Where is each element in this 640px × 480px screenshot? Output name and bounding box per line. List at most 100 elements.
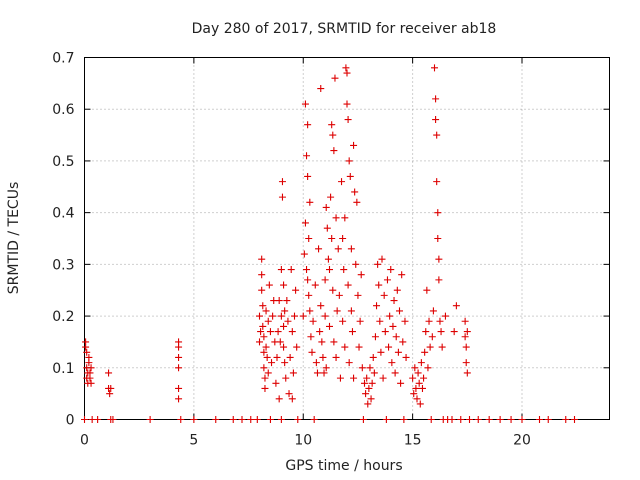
data-point	[312, 359, 320, 367]
data-point	[346, 172, 354, 180]
data-point	[258, 271, 266, 279]
data-point	[87, 364, 95, 372]
data-point	[387, 266, 395, 274]
chart-title: Day 280 of 2017, SRMTID for receiver ab1…	[192, 21, 497, 37]
y-tick-label: 0	[66, 413, 75, 429]
data-point	[260, 348, 268, 356]
data-point	[278, 178, 286, 186]
data-point	[317, 85, 325, 93]
data-point	[357, 271, 365, 279]
data-point	[378, 255, 386, 263]
data-point	[324, 255, 332, 263]
data-point	[256, 338, 263, 346]
data-point	[146, 416, 154, 423]
data-point	[461, 317, 469, 325]
data-point	[332, 214, 340, 222]
data-point	[434, 235, 442, 242]
data-point	[425, 317, 433, 325]
data-point	[281, 307, 289, 315]
data-point	[394, 348, 402, 356]
data-point	[266, 328, 274, 336]
data-point	[351, 188, 359, 196]
data-point	[286, 353, 294, 361]
data-point	[344, 281, 352, 289]
data-point	[87, 379, 95, 387]
y-tick-label: 0.7	[52, 51, 74, 67]
y-tick-labels: 0 0.1 0.2 0.3 0.4 0.5 0.6 0.7	[52, 51, 74, 429]
data-point	[373, 302, 381, 310]
data-point	[388, 359, 396, 367]
data-point	[401, 317, 409, 325]
y-tick-label: 0.1	[52, 361, 74, 377]
data-point	[301, 219, 309, 227]
data-point	[344, 116, 352, 124]
data-point	[380, 291, 388, 299]
data-point	[410, 390, 418, 398]
data-point	[364, 400, 372, 408]
data-point	[229, 416, 237, 423]
data-point	[432, 116, 440, 124]
data-point	[391, 369, 399, 377]
x-tick-label: 0	[80, 433, 89, 449]
data-point	[366, 364, 374, 372]
data-point	[345, 359, 353, 367]
data-point	[437, 328, 445, 336]
data-point	[426, 343, 434, 351]
x-tick-label: 15	[404, 433, 422, 449]
data-point	[347, 307, 355, 315]
data-point	[256, 312, 263, 320]
data-point	[83, 348, 91, 356]
data-point	[320, 369, 328, 377]
data-point	[462, 343, 470, 351]
data-point	[308, 348, 316, 356]
data-point	[350, 141, 358, 149]
data-point	[274, 328, 282, 336]
data-point	[330, 338, 338, 346]
data-point	[462, 359, 470, 367]
data-point	[316, 328, 324, 336]
data-point	[353, 198, 361, 206]
data-point	[281, 359, 289, 367]
data-point	[258, 255, 266, 263]
data-point	[339, 235, 347, 242]
data-point	[285, 390, 293, 398]
data-point	[283, 297, 291, 305]
y-tick-label: 0.4	[52, 206, 74, 222]
data-point	[448, 416, 456, 423]
data-point	[321, 276, 329, 284]
data-point	[277, 266, 285, 274]
data-point	[277, 312, 285, 320]
data-point	[280, 322, 288, 330]
data-point	[309, 317, 317, 325]
data-point	[300, 250, 308, 258]
data-point	[106, 390, 114, 398]
data-point	[304, 121, 312, 129]
data-point	[109, 416, 117, 423]
y-tick-label: 0.2	[52, 309, 74, 325]
data-point	[441, 312, 449, 320]
data-point	[422, 328, 430, 336]
data-point	[288, 395, 296, 403]
data-point	[409, 374, 417, 382]
data-point	[260, 364, 268, 372]
data-point	[343, 100, 351, 108]
data-point	[335, 291, 343, 299]
data-point	[434, 209, 442, 217]
data-point	[485, 416, 493, 423]
data-point	[305, 291, 313, 299]
data-point	[354, 291, 362, 299]
data-point	[438, 343, 446, 351]
data-point	[311, 281, 319, 289]
data-point	[262, 343, 270, 351]
data-point	[339, 317, 347, 325]
data-point	[347, 245, 355, 253]
data-point	[350, 374, 358, 382]
data-point	[474, 416, 482, 423]
data-point	[544, 416, 552, 423]
y-tick-label: 0.3	[52, 257, 74, 273]
data-point	[496, 416, 504, 423]
data-point	[175, 395, 183, 403]
data-point	[282, 374, 290, 382]
data-point	[257, 328, 265, 336]
